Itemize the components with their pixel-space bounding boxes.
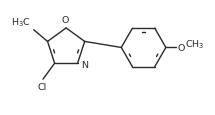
Text: Cl: Cl <box>37 82 46 91</box>
Text: CH$_3$: CH$_3$ <box>185 38 204 51</box>
Text: O: O <box>177 44 185 52</box>
Text: N: N <box>81 60 88 69</box>
Text: O: O <box>61 16 69 25</box>
Text: H$_3$C: H$_3$C <box>11 16 31 29</box>
